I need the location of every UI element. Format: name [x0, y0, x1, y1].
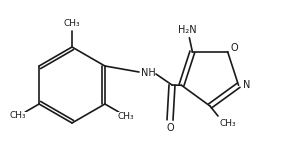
Text: O: O [231, 43, 239, 53]
Text: H₂N: H₂N [178, 25, 197, 35]
Text: O: O [166, 123, 174, 133]
Text: N: N [243, 80, 250, 90]
Text: CH₃: CH₃ [64, 19, 80, 28]
Text: CH₃: CH₃ [10, 112, 27, 120]
Text: NH: NH [141, 68, 155, 78]
Text: CH₃: CH₃ [117, 112, 134, 120]
Text: CH₃: CH₃ [220, 120, 236, 128]
